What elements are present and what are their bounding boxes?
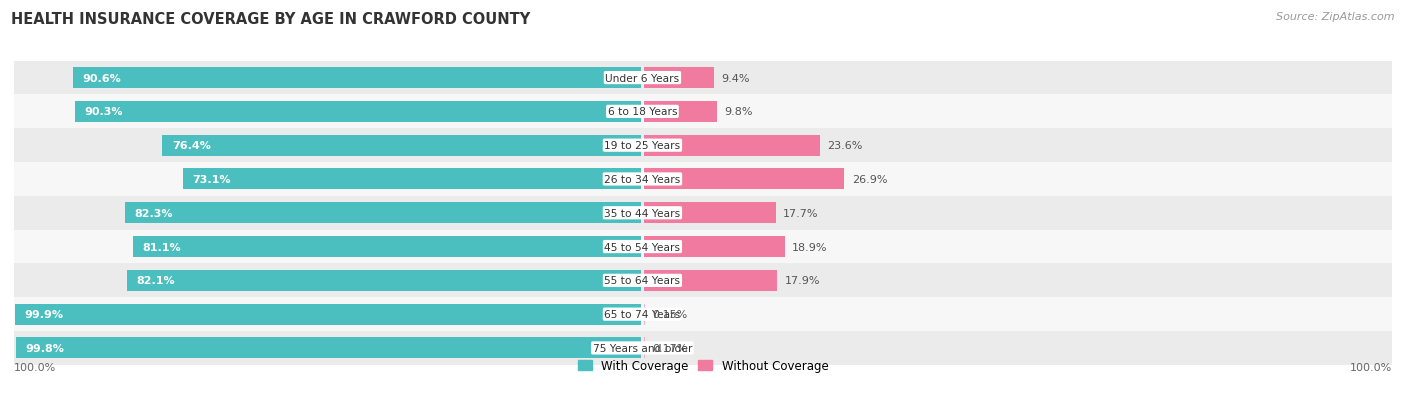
Bar xyxy=(15,304,641,325)
Text: 76.4%: 76.4% xyxy=(172,141,211,151)
Text: 90.6%: 90.6% xyxy=(83,74,121,83)
Bar xyxy=(14,163,1392,197)
Bar xyxy=(134,237,641,257)
Text: 19 to 25 Years: 19 to 25 Years xyxy=(605,141,681,151)
Bar xyxy=(183,169,641,190)
Text: 0.15%: 0.15% xyxy=(652,309,688,319)
Bar xyxy=(644,68,714,89)
Bar xyxy=(644,270,778,291)
Text: 9.8%: 9.8% xyxy=(724,107,752,117)
Bar xyxy=(125,203,641,224)
Text: 99.8%: 99.8% xyxy=(25,343,63,353)
Bar xyxy=(644,102,717,123)
Text: 81.1%: 81.1% xyxy=(142,242,181,252)
Text: Under 6 Years: Under 6 Years xyxy=(606,74,679,83)
Text: 45 to 54 Years: 45 to 54 Years xyxy=(605,242,681,252)
Text: 17.7%: 17.7% xyxy=(783,208,818,218)
Bar xyxy=(14,197,1392,230)
Bar xyxy=(75,102,641,123)
Text: 100.0%: 100.0% xyxy=(1350,362,1392,372)
Bar xyxy=(14,129,1392,163)
Text: 18.9%: 18.9% xyxy=(792,242,828,252)
Bar xyxy=(644,135,820,156)
Bar xyxy=(14,230,1392,264)
Bar xyxy=(73,68,641,89)
Text: 9.4%: 9.4% xyxy=(721,74,749,83)
Text: 26.9%: 26.9% xyxy=(852,175,887,185)
Text: 23.6%: 23.6% xyxy=(827,141,862,151)
Text: 100.0%: 100.0% xyxy=(14,362,56,372)
Text: 55 to 64 Years: 55 to 64 Years xyxy=(605,276,681,286)
Legend: With Coverage, Without Coverage: With Coverage, Without Coverage xyxy=(578,359,828,373)
Bar xyxy=(14,297,1392,331)
Bar xyxy=(644,237,785,257)
Text: 75 Years and older: 75 Years and older xyxy=(593,343,692,353)
Text: 82.1%: 82.1% xyxy=(136,276,174,286)
Text: 65 to 74 Years: 65 to 74 Years xyxy=(605,309,681,319)
Bar xyxy=(162,135,641,156)
Bar xyxy=(14,95,1392,129)
Text: 99.9%: 99.9% xyxy=(24,309,63,319)
Text: 73.1%: 73.1% xyxy=(193,175,231,185)
Bar xyxy=(644,203,776,224)
Bar xyxy=(15,338,641,358)
Text: HEALTH INSURANCE COVERAGE BY AGE IN CRAWFORD COUNTY: HEALTH INSURANCE COVERAGE BY AGE IN CRAW… xyxy=(11,12,530,27)
Text: 6 to 18 Years: 6 to 18 Years xyxy=(607,107,678,117)
Text: 17.9%: 17.9% xyxy=(785,276,820,286)
Text: 26 to 34 Years: 26 to 34 Years xyxy=(605,175,681,185)
Text: 82.3%: 82.3% xyxy=(135,208,173,218)
Text: Source: ZipAtlas.com: Source: ZipAtlas.com xyxy=(1277,12,1395,22)
Text: 90.3%: 90.3% xyxy=(84,107,124,117)
Bar xyxy=(14,62,1392,95)
Text: 0.17%: 0.17% xyxy=(652,343,688,353)
Text: 35 to 44 Years: 35 to 44 Years xyxy=(605,208,681,218)
Bar xyxy=(14,264,1392,297)
Bar xyxy=(127,270,641,291)
Bar xyxy=(644,169,844,190)
Bar xyxy=(14,331,1392,365)
